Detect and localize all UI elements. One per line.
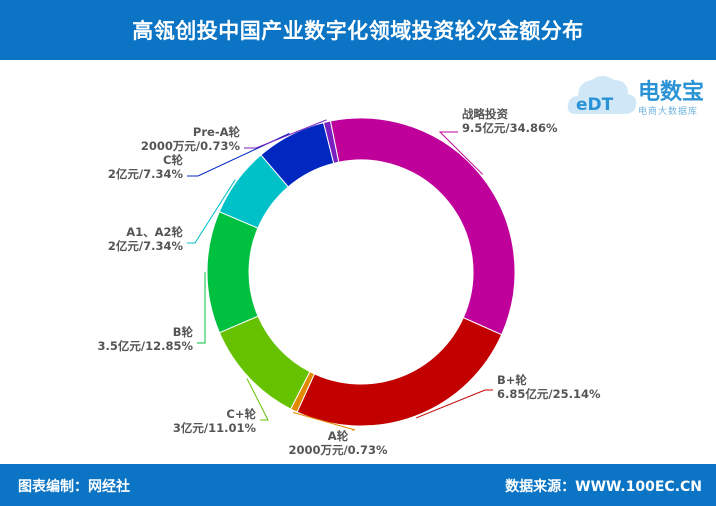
footer-data-source: 数据来源：WWW.100EC.CN — [505, 479, 702, 495]
slice-5 — [206, 211, 259, 334]
leader-line-6 — [187, 179, 236, 244]
chart-title-bar: 高瓴创投中国产业数字化领域投资轮次金额分布 — [0, 0, 716, 60]
slice-name-label-2: B+轮 — [497, 373, 527, 387]
slice-value-label-1: 9.5亿元/34.86% — [462, 121, 558, 135]
logo-subtitle: 电商大数据库 — [638, 107, 699, 117]
slice-name-label-4: C+轮 — [226, 407, 256, 421]
slice-2 — [296, 316, 503, 427]
slice-4 — [218, 315, 311, 410]
slice-value-label-8: 2000万元/0.73% — [141, 139, 241, 153]
cloud-logo-icon: eDT — [567, 76, 637, 115]
slice-name-label-1: 战略投资 — [462, 107, 508, 121]
slice-value-label-5: 3.5亿元/12.85% — [98, 339, 194, 353]
slice-name-label-3: A轮 — [328, 429, 349, 443]
leader-line-7 — [187, 132, 290, 177]
leader-line-2 — [415, 389, 493, 419]
slice-value-label-3: 2000万元/0.73% — [288, 443, 388, 457]
donut-chart: 战略投资9.5亿元/34.86%B+轮6.85亿元/25.14%A轮2000万元… — [98, 107, 601, 457]
slice-value-label-4: 3亿元/11.01% — [173, 421, 257, 435]
leader-line-1 — [438, 131, 484, 175]
slice-name-label-7: C轮 — [163, 153, 183, 167]
chart-title: 高瓴创投中国产业数字化领域投资轮次金额分布 — [132, 19, 584, 43]
footer-source-compiler: 图表编制：网经社 — [18, 479, 130, 495]
slice-name-label-8: Pre-A轮 — [193, 125, 241, 139]
slice-8 — [322, 120, 340, 164]
leader-line-3 — [292, 411, 356, 431]
logo-brand: 电数宝 — [638, 80, 705, 105]
leader-line-5 — [197, 272, 206, 344]
slice-name-label-6: A1、A2轮 — [126, 225, 183, 239]
logo: eDT 电数宝 电商大数据库 — [566, 68, 714, 126]
slice-value-label-6: 2亿元/7.34% — [108, 239, 184, 253]
logo-mark: eDT — [576, 95, 614, 115]
leader-line-4 — [246, 378, 269, 421]
footer-bar: 图表编制：网经社 数据来源：WWW.100EC.CN — [0, 464, 716, 506]
slice-value-label-7: 2亿元/7.34% — [108, 167, 184, 181]
leader-line-8 — [244, 119, 327, 149]
slice-1 — [329, 117, 516, 336]
slice-name-label-5: B轮 — [173, 325, 194, 339]
slice-value-label-2: 6.85亿元/25.14% — [497, 387, 601, 401]
